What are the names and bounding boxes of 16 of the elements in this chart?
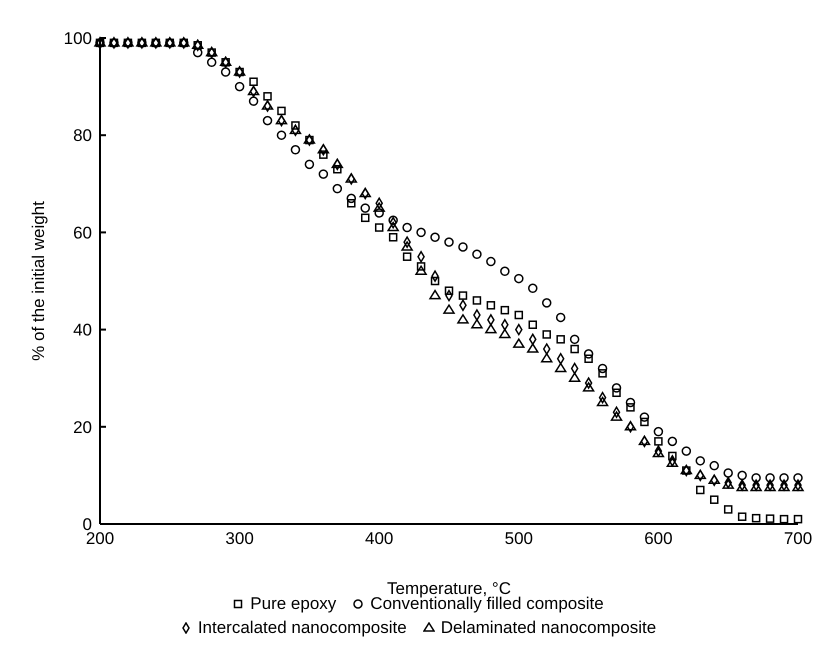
y-axis-title: % of the initial weight <box>29 200 48 361</box>
x-tick-label: 500 <box>504 529 533 548</box>
y-tick-label: 100 <box>64 29 92 48</box>
x-tick-label: 200 <box>86 529 114 548</box>
legend-label: Pure epoxy <box>250 594 336 614</box>
legend-label: Delaminated nanocomposite <box>440 618 656 638</box>
x-tick-label: 300 <box>225 529 254 548</box>
x-tick-label: 600 <box>644 529 673 548</box>
y-tick-label: 20 <box>73 418 92 437</box>
x-tick-label: 400 <box>365 529 394 548</box>
legend-label: Intercalated nanocomposite <box>198 618 407 638</box>
y-tick-label: 60 <box>73 223 92 242</box>
y-tick-label: 80 <box>73 126 92 146</box>
y-tick-label: 40 <box>73 320 92 340</box>
x-axis-title: Temperature, °C <box>387 579 511 598</box>
x-tick-label: 700 <box>784 529 812 548</box>
